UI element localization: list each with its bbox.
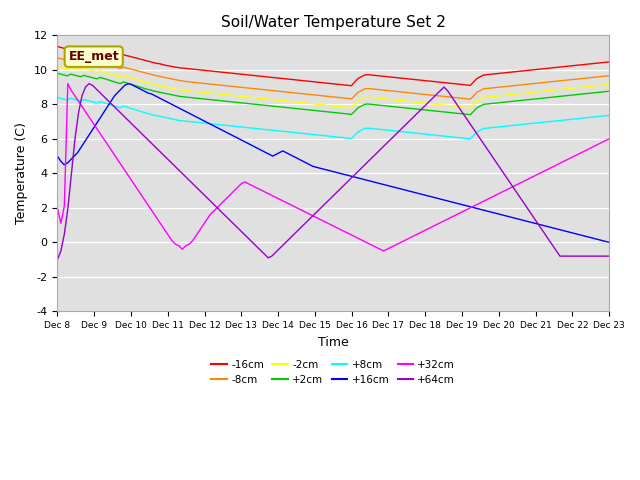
-2cm: [212, 91, 220, 96]
+8cm: [242, 125, 250, 131]
+32cm: [605, 136, 613, 142]
Line: +32cm: +32cm: [58, 84, 609, 251]
-2cm: [348, 105, 355, 111]
+2cm: [367, 101, 375, 107]
+8cm: [54, 95, 61, 100]
+16cm: [605, 240, 613, 245]
Line: +2cm: +2cm: [58, 73, 609, 115]
-8cm: [367, 86, 375, 92]
+16cm: [108, 98, 115, 104]
+16cm: [484, 208, 492, 214]
+32cm: [168, 238, 176, 243]
Title: Soil/Water Temperature Set 2: Soil/Water Temperature Set 2: [221, 15, 445, 30]
+32cm: [362, 240, 370, 245]
+2cm: [153, 89, 161, 95]
+8cm: [212, 121, 220, 127]
+2cm: [467, 112, 474, 118]
+16cm: [118, 86, 125, 92]
+32cm: [511, 182, 519, 188]
-8cm: [212, 82, 220, 87]
+64cm: [152, 144, 159, 150]
+16cm: [430, 194, 438, 200]
-2cm: [371, 95, 378, 101]
+2cm: [242, 100, 250, 106]
+64cm: [605, 253, 613, 259]
+64cm: [113, 107, 121, 112]
-16cm: [381, 73, 388, 79]
-8cm: [496, 84, 504, 90]
+64cm: [85, 81, 93, 86]
+8cm: [367, 126, 375, 132]
Y-axis label: Temperature (C): Temperature (C): [15, 122, 28, 224]
Line: -16cm: -16cm: [58, 47, 609, 86]
Legend: -16cm, -8cm, -2cm, +2cm, +8cm, +16cm, +32cm, +64cm: -16cm, -8cm, -2cm, +2cm, +8cm, +16cm, +3…: [207, 355, 460, 389]
+2cm: [54, 71, 61, 76]
+64cm: [257, 248, 265, 254]
-2cm: [153, 82, 161, 88]
-16cm: [242, 72, 250, 78]
+64cm: [566, 253, 574, 259]
+32cm: [380, 248, 387, 254]
-2cm: [496, 93, 504, 98]
-8cm: [54, 55, 61, 60]
+2cm: [605, 88, 613, 94]
X-axis label: Time: Time: [318, 336, 349, 348]
-8cm: [153, 73, 161, 79]
+32cm: [418, 229, 426, 235]
-16cm: [496, 71, 504, 76]
-8cm: [605, 73, 613, 79]
+2cm: [496, 100, 504, 106]
+8cm: [605, 112, 613, 118]
+32cm: [584, 146, 592, 152]
+32cm: [54, 205, 61, 211]
+64cm: [356, 167, 364, 173]
+32cm: [213, 205, 221, 211]
+64cm: [54, 257, 61, 263]
Line: +8cm: +8cm: [58, 97, 609, 139]
+8cm: [153, 113, 161, 119]
-8cm: [378, 87, 385, 93]
-8cm: [467, 96, 474, 102]
-8cm: [242, 85, 250, 91]
+64cm: [436, 88, 444, 94]
-2cm: [242, 94, 250, 100]
Line: +64cm: +64cm: [58, 84, 609, 260]
-16cm: [54, 44, 61, 49]
-16cm: [212, 69, 220, 74]
+8cm: [378, 127, 385, 132]
-16cm: [348, 83, 355, 89]
Line: -8cm: -8cm: [58, 58, 609, 99]
+8cm: [467, 136, 474, 142]
-16cm: [153, 60, 161, 66]
+16cm: [70, 153, 78, 159]
+2cm: [378, 103, 385, 108]
+8cm: [496, 124, 504, 130]
+16cm: [124, 81, 132, 86]
-16cm: [605, 59, 613, 65]
-2cm: [54, 63, 61, 69]
Text: EE_met: EE_met: [68, 50, 119, 63]
+32cm: [64, 81, 72, 86]
Line: +16cm: +16cm: [58, 84, 609, 242]
+2cm: [212, 97, 220, 103]
+16cm: [54, 153, 61, 159]
+16cm: [259, 148, 266, 154]
Line: -2cm: -2cm: [58, 66, 609, 108]
-16cm: [371, 72, 378, 78]
-2cm: [381, 96, 388, 102]
-2cm: [605, 82, 613, 87]
